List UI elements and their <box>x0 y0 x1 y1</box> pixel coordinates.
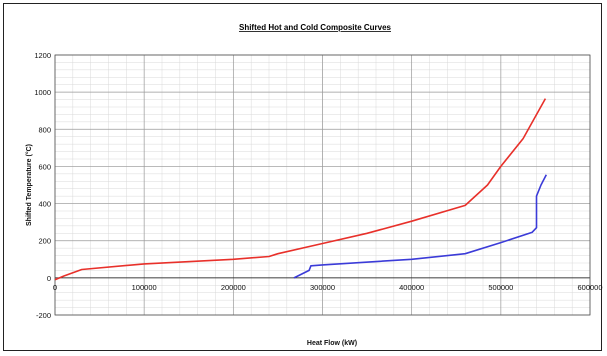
y-tick-label: 800 <box>38 125 51 134</box>
x-axis-label: Heat Flow (kW) <box>307 340 357 347</box>
y-tick-label: 1200 <box>34 51 51 60</box>
plot-area <box>54 54 591 316</box>
chart-frame <box>3 3 602 351</box>
hot-composite-curve <box>54 98 547 281</box>
x-tick-label: 200000 <box>221 283 246 292</box>
series-lines <box>54 98 548 281</box>
cold-composite-curve <box>293 174 548 279</box>
y-axis-label: Shifted Temperature (°C) <box>25 144 33 226</box>
x-tick-label: 500000 <box>488 283 513 292</box>
tick-labels: 0 100000 200000 300000 400000 500000 600000 -20… <box>34 51 602 320</box>
x-tick-label: 300000 <box>310 283 335 292</box>
y-tick-label: 0 <box>47 274 51 283</box>
y-tick-label: 600 <box>38 162 51 171</box>
x-tick-label: 600000 <box>577 283 602 292</box>
x-tick-label: 0 <box>53 283 57 292</box>
chart-title: Shifted Hot and Cold Composite Curves <box>239 23 392 32</box>
grid <box>54 54 591 316</box>
y-tick-label: 400 <box>38 200 51 209</box>
y-tick-label: 1000 <box>34 88 51 97</box>
x-tick-label: 100000 <box>132 283 157 292</box>
x-tick-label: 400000 <box>399 283 424 292</box>
y-tick-label: -200 <box>36 311 51 320</box>
y-tick-label: 200 <box>38 237 51 246</box>
